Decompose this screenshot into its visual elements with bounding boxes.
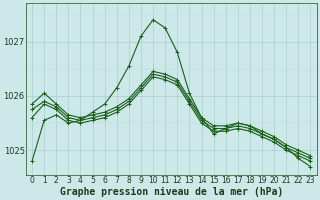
X-axis label: Graphe pression niveau de la mer (hPa): Graphe pression niveau de la mer (hPa): [60, 186, 283, 197]
